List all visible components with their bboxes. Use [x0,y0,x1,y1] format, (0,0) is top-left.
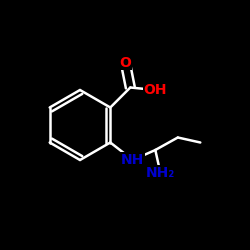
Text: NH: NH [121,153,144,167]
Text: OH: OH [144,83,167,97]
Text: O: O [119,56,131,70]
Text: NH₂: NH₂ [146,166,175,179]
